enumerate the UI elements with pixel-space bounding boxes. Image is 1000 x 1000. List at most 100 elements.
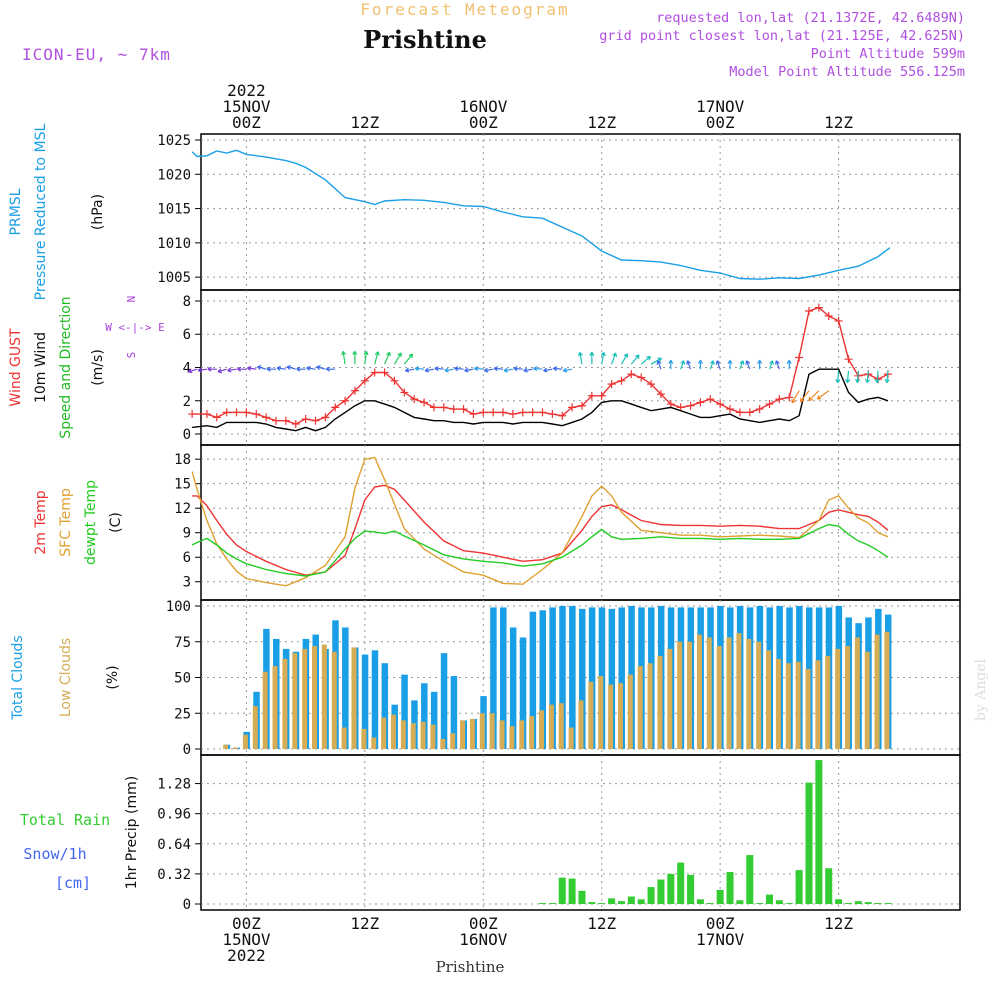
gust-marker <box>538 408 547 417</box>
bar-rain <box>756 903 764 904</box>
bottom-time-label: 12Z <box>587 914 616 933</box>
gust-marker <box>331 403 340 412</box>
gust-marker <box>617 376 626 385</box>
panel-frame <box>200 133 961 291</box>
gust-marker <box>548 410 557 419</box>
gust-marker <box>489 408 498 417</box>
bar-low-clouds <box>736 633 742 749</box>
gust-marker <box>370 368 379 377</box>
compass-we: W <-|-> E <box>105 321 165 334</box>
bar-rain <box>706 903 714 904</box>
bar-rain <box>785 903 793 904</box>
axis-label: (%) <box>105 665 121 689</box>
gust-marker <box>242 408 251 417</box>
gust-marker <box>479 408 488 417</box>
ytick-label: 50 <box>174 671 191 687</box>
bar-low-clouds <box>430 724 436 749</box>
bar-rain <box>775 900 783 904</box>
wind-direction-arrow <box>884 370 890 384</box>
bar-low-clouds <box>311 646 317 749</box>
gust-marker <box>291 420 300 429</box>
bar-low-clouds <box>341 727 347 749</box>
bottom-time-label: 00Z <box>232 914 261 933</box>
gust-marker <box>311 416 320 425</box>
top-time-label: 16NOV <box>459 97 508 116</box>
bar-total-clouds <box>539 610 547 749</box>
gust-marker <box>795 353 804 362</box>
gust-marker <box>429 403 438 412</box>
wind-direction-arrow <box>835 370 841 384</box>
ytick-label: 1015 <box>157 202 191 218</box>
wind-direction-arrow <box>630 354 640 365</box>
gust-marker <box>232 408 241 417</box>
bar-low-clouds <box>706 637 712 749</box>
bar-rain <box>854 901 862 904</box>
wind-direction-arrow <box>668 359 674 370</box>
bar-low-clouds <box>410 723 416 749</box>
axis-label: (C) <box>108 512 124 533</box>
wind-direction-arrow <box>266 366 277 372</box>
gust-marker <box>262 413 271 422</box>
gust-marker <box>528 408 537 417</box>
bar-rain <box>558 877 566 904</box>
bar-rain <box>746 855 754 904</box>
bar-rain <box>874 903 882 904</box>
gust-marker <box>785 393 794 402</box>
gust-marker <box>410 395 419 404</box>
wind-direction-arrow <box>473 366 484 372</box>
bar-total-clouds <box>401 674 408 749</box>
bar-low-clouds <box>262 671 268 749</box>
wind-direction-arrow <box>363 350 369 365</box>
ytick-label: 1005 <box>157 270 191 286</box>
bar-total-clouds <box>371 650 379 749</box>
gust-marker <box>656 390 665 399</box>
ytick-label: 75 <box>174 635 191 651</box>
wind-direction-arrow <box>341 350 347 365</box>
gust-marker <box>587 391 596 400</box>
bar-low-clouds <box>864 651 870 749</box>
signature: by Angel <box>973 658 989 721</box>
wind-direction-arrow <box>187 368 198 374</box>
bar-rain <box>726 872 734 904</box>
ytick-label: 4 <box>183 361 191 377</box>
gust-marker <box>834 316 843 325</box>
top-time-label: 12Z <box>587 113 616 132</box>
bar-low-clouds <box>539 710 545 749</box>
wind-direction-arrow <box>217 368 227 374</box>
bar-low-clouds <box>825 656 831 749</box>
ytick-label: 6 <box>183 327 191 343</box>
bar-low-clouds <box>716 646 722 749</box>
bar-rain <box>627 896 635 904</box>
axis-label: PRMSL <box>8 188 24 235</box>
bar-low-clouds <box>390 714 396 749</box>
bar-rain <box>568 878 576 904</box>
axis-label: SFC Temp <box>58 488 74 557</box>
bar-total-clouds <box>450 676 458 749</box>
wind-direction-arrow <box>715 360 721 370</box>
bar-low-clouds <box>775 658 781 749</box>
bar-total-clouds <box>559 606 566 749</box>
bar-total-clouds <box>509 627 517 749</box>
wind-direction-arrow <box>384 351 391 365</box>
wind-direction-arrow <box>286 365 296 370</box>
bar-rain <box>844 903 852 904</box>
ytick-label: 0.96 <box>157 807 191 823</box>
panel-pressure: 1005 1010 1015 1020 1025 PRMSL Pressure Reduce… <box>8 123 961 300</box>
bottom-time-label: 15NOV <box>222 930 271 949</box>
bar-total-clouds <box>421 683 428 749</box>
bar-rain <box>736 900 744 904</box>
wind-direction-arrow <box>424 367 435 373</box>
panel-wind: 0 2 4 6 8 Wind GUST 10m Wind Speed and Directio… <box>8 289 961 446</box>
wind-direction-arrow <box>483 367 494 373</box>
bottom-time-label: 12Z <box>824 914 853 933</box>
bar-low-clouds <box>519 720 525 749</box>
bar-rain <box>588 902 596 904</box>
wind-direction-arrow <box>739 360 745 370</box>
axis-label: (hPa) <box>90 194 106 230</box>
bar-low-clouds <box>578 700 584 749</box>
bar-low-clouds <box>548 704 554 749</box>
bar-low-clouds <box>400 720 406 749</box>
bar-rain <box>637 899 645 904</box>
bar-low-clouds <box>420 721 426 749</box>
